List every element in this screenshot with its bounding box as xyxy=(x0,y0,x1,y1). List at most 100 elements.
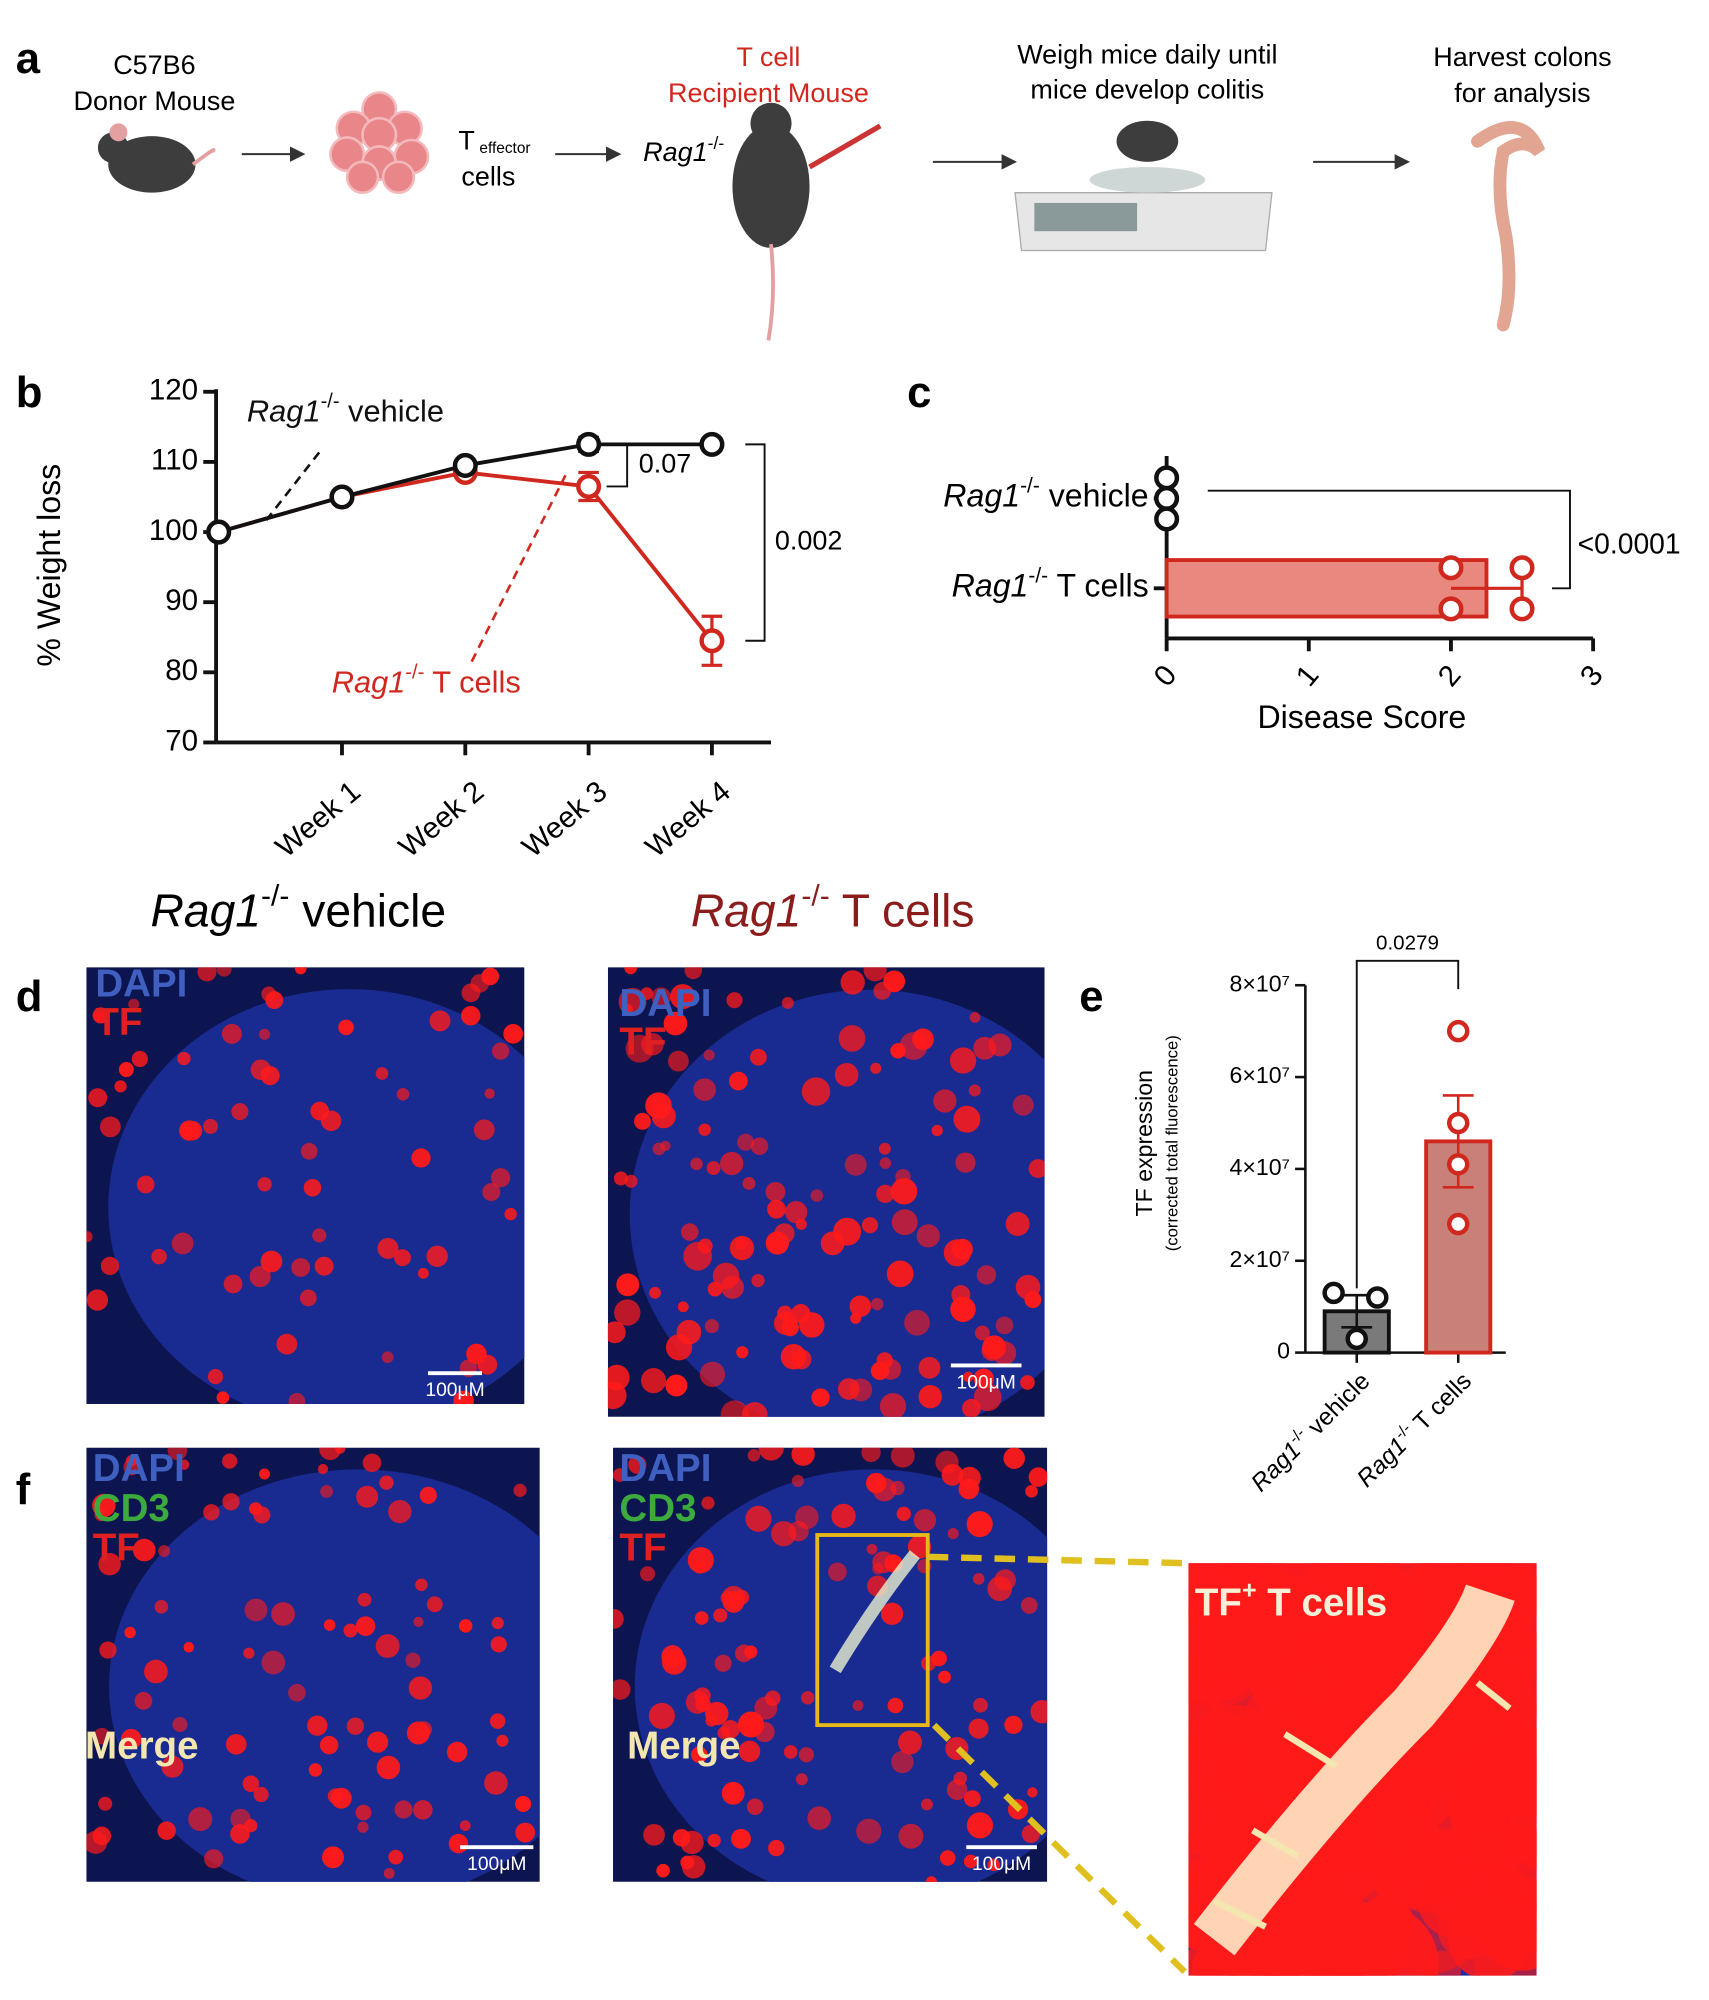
tf-signal xyxy=(613,1468,627,1482)
tf-signal xyxy=(314,1256,334,1276)
x-tick-label: Week 3 xyxy=(516,775,614,864)
micrograph xyxy=(613,1447,1048,1882)
y-tick-label: Rag1-/- vehicle xyxy=(943,474,1148,513)
tf-signal xyxy=(920,1798,933,1811)
tf-signal xyxy=(362,1453,382,1473)
tissue xyxy=(634,1469,1048,1882)
mouse-icon xyxy=(732,102,882,341)
tf-signal xyxy=(751,1273,765,1288)
tf-signal xyxy=(1004,1715,1023,1735)
tf-signal xyxy=(670,984,696,1010)
tf-signal xyxy=(503,1024,523,1044)
tf-signal xyxy=(177,1051,191,1066)
tf-signal xyxy=(736,1346,749,1359)
tf-signal xyxy=(840,970,865,995)
tf-signal xyxy=(640,1368,667,1394)
tf-signal xyxy=(1470,1827,1512,1868)
tf-signal xyxy=(962,1371,974,1383)
tf-signal xyxy=(758,1447,784,1461)
tf-signal xyxy=(913,1508,937,1532)
marker xyxy=(206,519,232,545)
tf-signal xyxy=(86,1231,93,1243)
marker xyxy=(699,628,725,654)
tf-signal xyxy=(1270,1937,1343,1976)
tf-signal xyxy=(1423,1950,1462,1976)
tf-signal xyxy=(203,1504,220,1521)
tf-signal xyxy=(872,1563,884,1575)
stain-label: Merge xyxy=(627,1724,740,1767)
tf-signal xyxy=(613,1171,628,1186)
x-axis-label: Disease Score xyxy=(1257,699,1466,735)
tf-signal xyxy=(624,967,637,975)
data-point xyxy=(1509,596,1535,622)
tf-signal xyxy=(496,1734,509,1747)
tf-signal xyxy=(100,1256,120,1276)
tf-signal xyxy=(898,1730,922,1755)
stain-label: TF xyxy=(93,1527,140,1570)
tf-signal xyxy=(781,997,794,1009)
tf-signal xyxy=(849,1378,873,1402)
tf-signal xyxy=(852,1700,864,1711)
tf-signal xyxy=(607,1321,626,1344)
tf-signal xyxy=(323,1619,336,1631)
tf-signal xyxy=(515,1795,532,1812)
tf-signal xyxy=(1513,1825,1537,1869)
tf-signal xyxy=(473,1119,495,1141)
tf-signal xyxy=(1188,1563,1256,1620)
tf-signal xyxy=(338,1019,354,1036)
cd3-signal xyxy=(829,1550,920,1674)
tf-signal xyxy=(973,1697,988,1713)
tf-signal xyxy=(672,1828,691,1847)
tf-signal xyxy=(968,1084,981,1097)
tf-signal xyxy=(128,998,140,1010)
tf-signal xyxy=(963,1854,978,1869)
tf-signal xyxy=(114,1080,127,1093)
tf-signal xyxy=(831,1503,856,1529)
tf-signal xyxy=(504,1207,517,1221)
tf-signal xyxy=(134,1692,153,1710)
tf-signal xyxy=(861,1217,879,1234)
y-tick-label: 8×10⁷ xyxy=(1230,970,1290,996)
tf-signal xyxy=(801,1691,815,1705)
tf-signal xyxy=(699,1361,726,1388)
image-heading: Rag1-/- T cells xyxy=(691,880,975,937)
tf-signal xyxy=(640,987,654,1000)
tf-signal xyxy=(491,1168,511,1188)
tf-signal xyxy=(690,1746,708,1763)
tf-signal xyxy=(810,1189,824,1202)
tf-signal xyxy=(408,1676,433,1700)
tf-signal xyxy=(693,1560,707,1574)
tf-signal xyxy=(307,1715,328,1736)
tissue xyxy=(108,989,525,1404)
tf-signal xyxy=(713,1608,728,1623)
tf-signal xyxy=(972,1573,985,1585)
tf-signal xyxy=(216,1391,230,1404)
tf-signal xyxy=(167,1447,188,1461)
marker xyxy=(452,452,478,478)
data-point xyxy=(1366,1286,1389,1309)
tf-signal xyxy=(621,1003,633,1015)
data-point xyxy=(1438,596,1464,622)
x-tick-label: Week 2 xyxy=(393,775,491,864)
data-point xyxy=(1345,1327,1368,1351)
tf-signal xyxy=(850,1312,862,1324)
tf-signal xyxy=(288,1392,306,1404)
tf-signal xyxy=(197,967,217,982)
tf-signal xyxy=(876,1184,895,1203)
tf-signal xyxy=(953,1105,981,1133)
tf-signal xyxy=(896,1506,911,1521)
stain-label: DAPI xyxy=(619,982,711,1025)
label: Rag1-/- xyxy=(643,133,724,168)
scale-label: 100μM xyxy=(467,1854,526,1875)
tf-signal xyxy=(291,1258,311,1277)
tf-signal xyxy=(994,1569,1016,1591)
tf-signal xyxy=(780,1343,807,1370)
stain-label: DAPI xyxy=(619,1447,711,1490)
scale-label: 100μM xyxy=(957,1373,1016,1394)
annotation: <0.0001 xyxy=(1578,527,1681,559)
tf-signal xyxy=(383,1867,395,1879)
y-tick-label: Rag1-/- T cells xyxy=(952,564,1149,603)
stain-label: CD3 xyxy=(619,1487,696,1530)
micrograph xyxy=(607,967,1045,1417)
panel-label: c xyxy=(907,368,931,417)
